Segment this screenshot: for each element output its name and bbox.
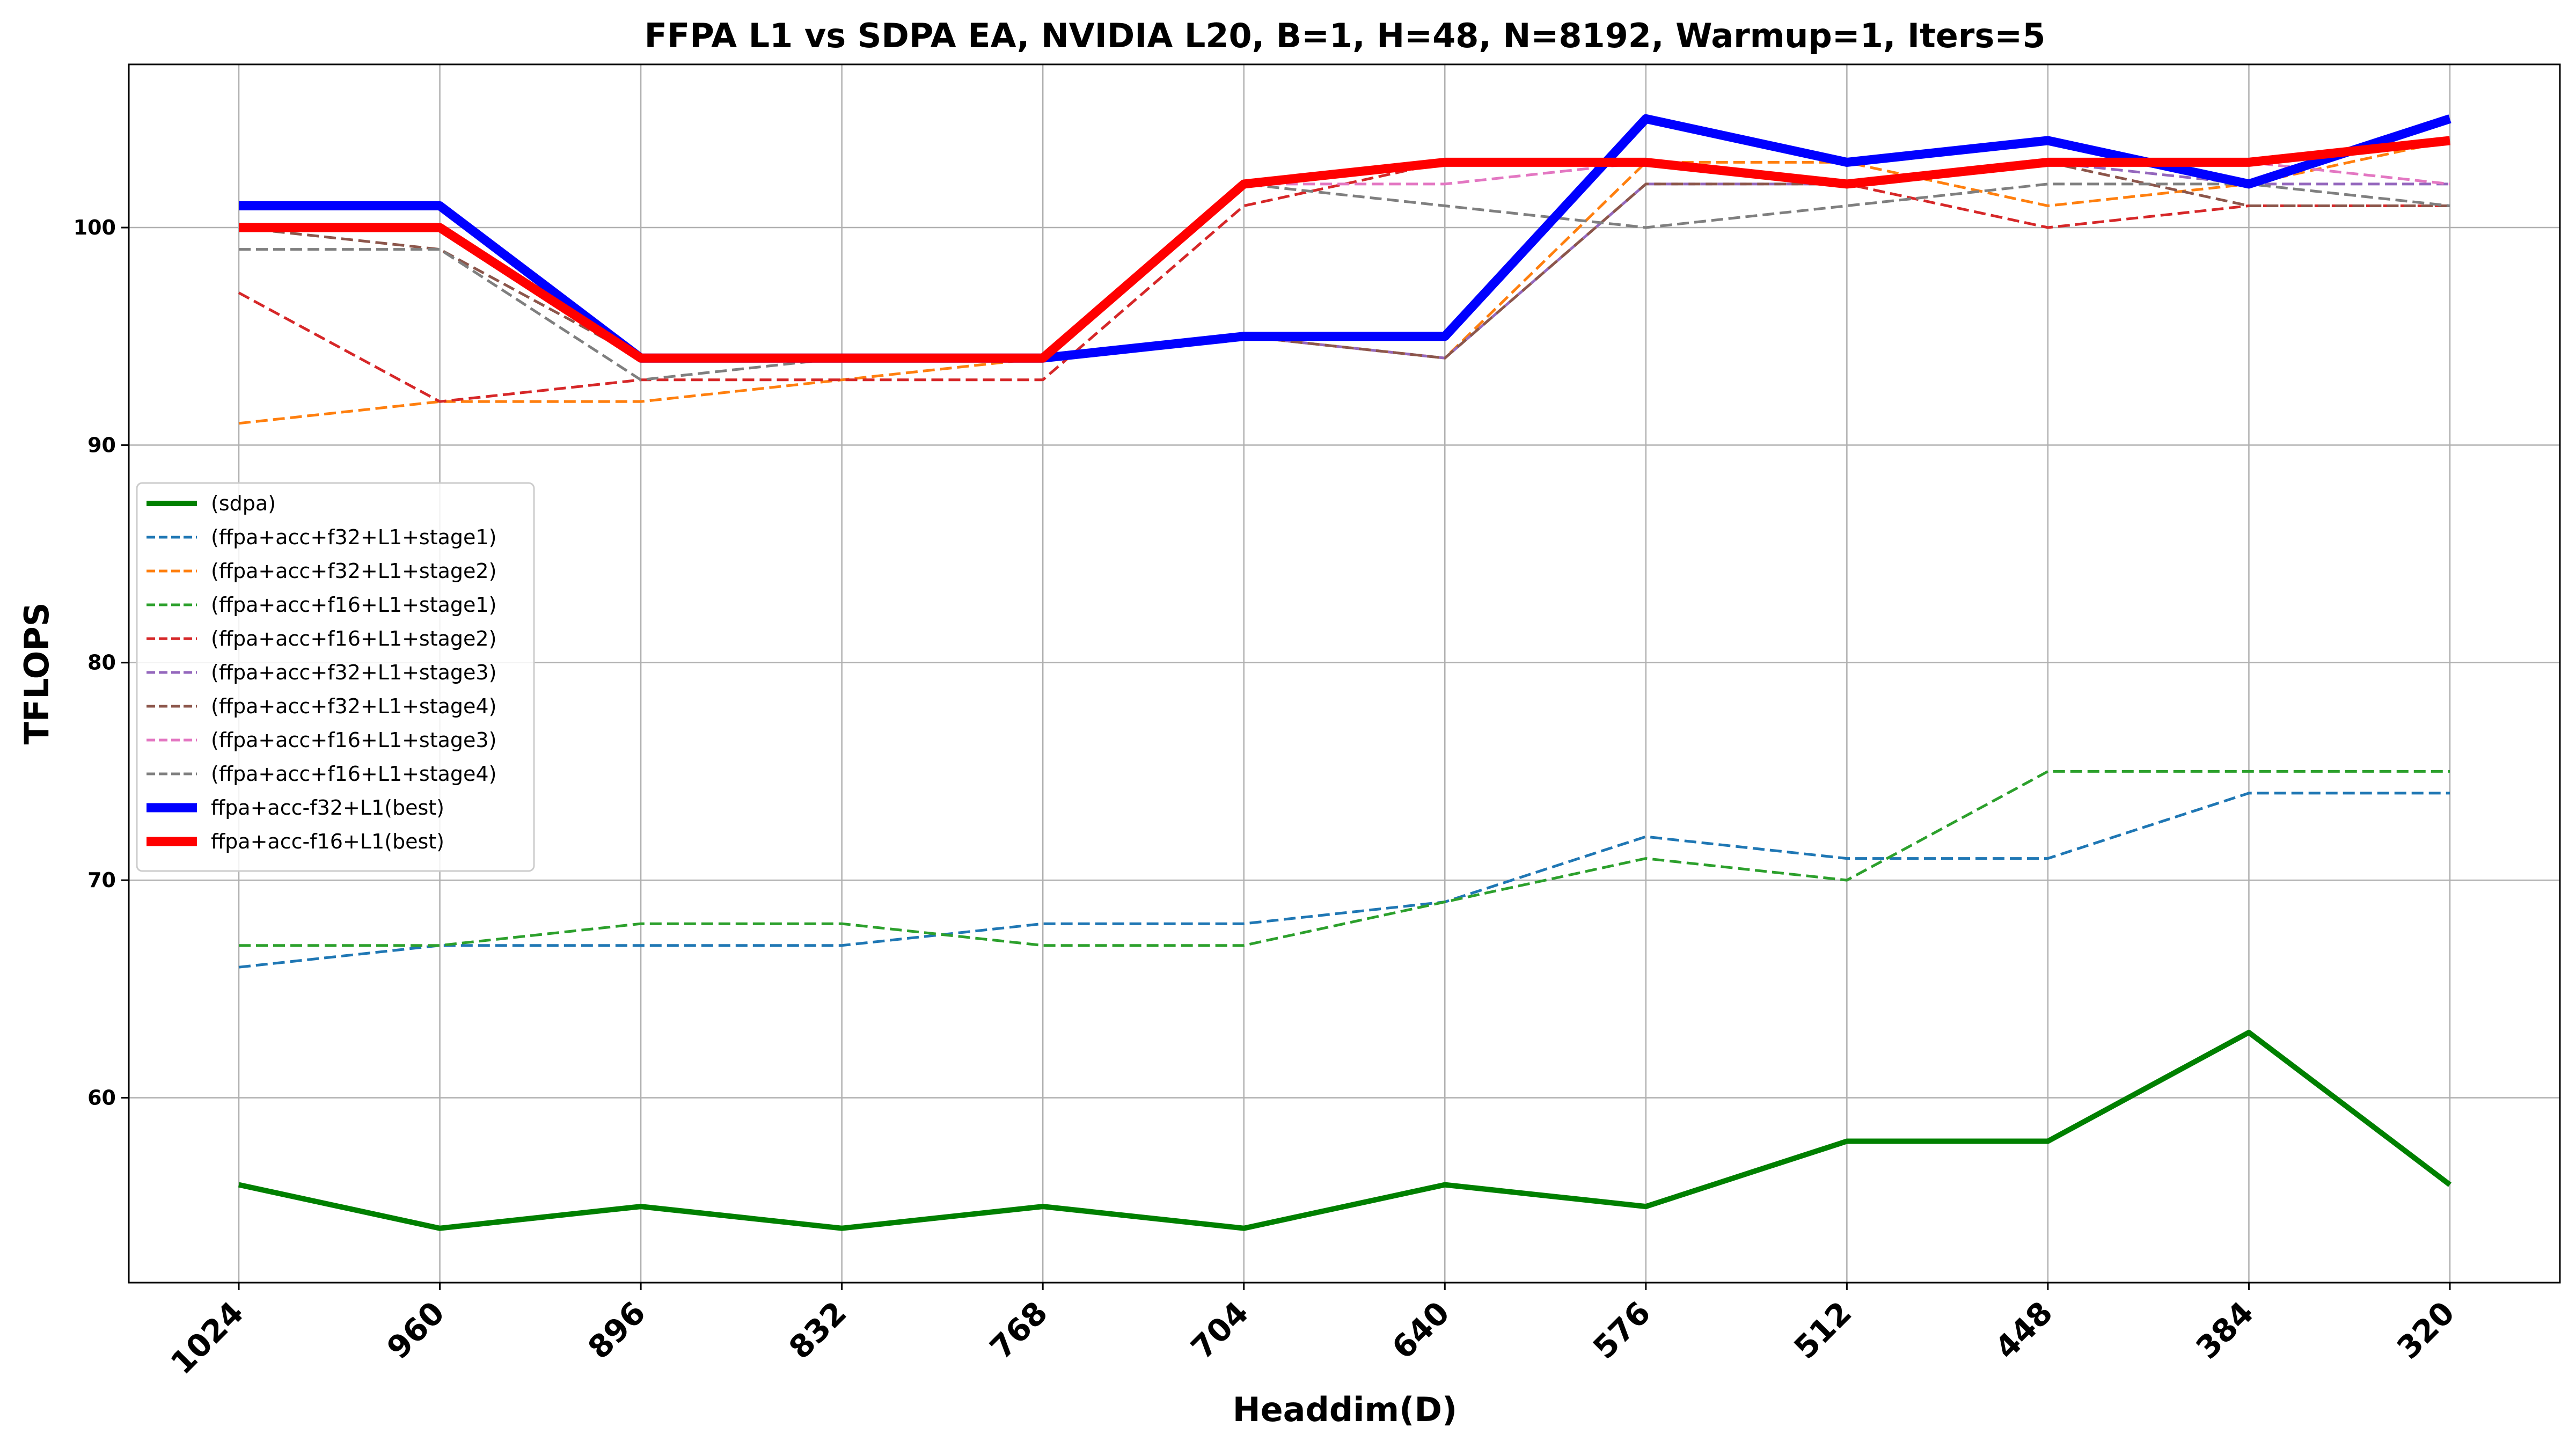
y-axis-ticks: 60 70 80 90 100 <box>74 216 129 1109</box>
plot-frame <box>128 63 2561 1284</box>
series-line <box>238 1029 2452 1231</box>
y-tick-label: 60 <box>87 1086 116 1109</box>
series-line <box>239 136 2450 363</box>
series-line <box>238 160 2450 403</box>
series-line <box>239 770 2450 947</box>
legend-label: (ffpa+acc+f16+L1+stage2) <box>211 627 496 650</box>
legend-label: (ffpa+acc+f16+L1+stage3) <box>211 728 496 752</box>
legend: (sdpa) (ffpa+acc+f32+L1+stage1) (ffpa+acc+… <box>136 482 535 872</box>
y-tick-label: 80 <box>87 651 116 675</box>
legend-label: (ffpa+acc+f32+L1+stage3) <box>211 661 496 684</box>
legend-label: ffpa+acc-f16+L1(best) <box>211 830 444 853</box>
legend-label: (ffpa+acc+f32+L1+stage4) <box>211 694 496 718</box>
x-axis-label: Headdim(D) <box>1233 1390 1458 1429</box>
legend-label: (ffpa+acc+f32+L1+stage2) <box>211 559 496 583</box>
series-line <box>238 792 2450 969</box>
series-line <box>238 160 2450 360</box>
legend-label: (ffpa+acc+f16+L1+stage1) <box>211 593 496 617</box>
y-axis-label: TFLOPS <box>17 603 56 745</box>
legend-box <box>136 482 535 872</box>
series-lines <box>238 114 2452 1231</box>
y-tick-label: 70 <box>87 868 116 892</box>
legend-label: ffpa+acc-f32+L1(best) <box>211 796 444 819</box>
series-line <box>239 182 2450 382</box>
legend-label: (sdpa) <box>211 492 276 515</box>
chart-title: FFPA L1 vs SDPA EA, NVIDIA L20, B=1, H=4… <box>645 16 2046 55</box>
legend-label: (ffpa+acc+f16+L1+stage4) <box>211 762 496 786</box>
y-tick-label: 90 <box>87 433 116 457</box>
y-tick-label: 100 <box>74 216 116 239</box>
legend-label: (ffpa+acc+f32+L1+stage1) <box>211 525 496 549</box>
